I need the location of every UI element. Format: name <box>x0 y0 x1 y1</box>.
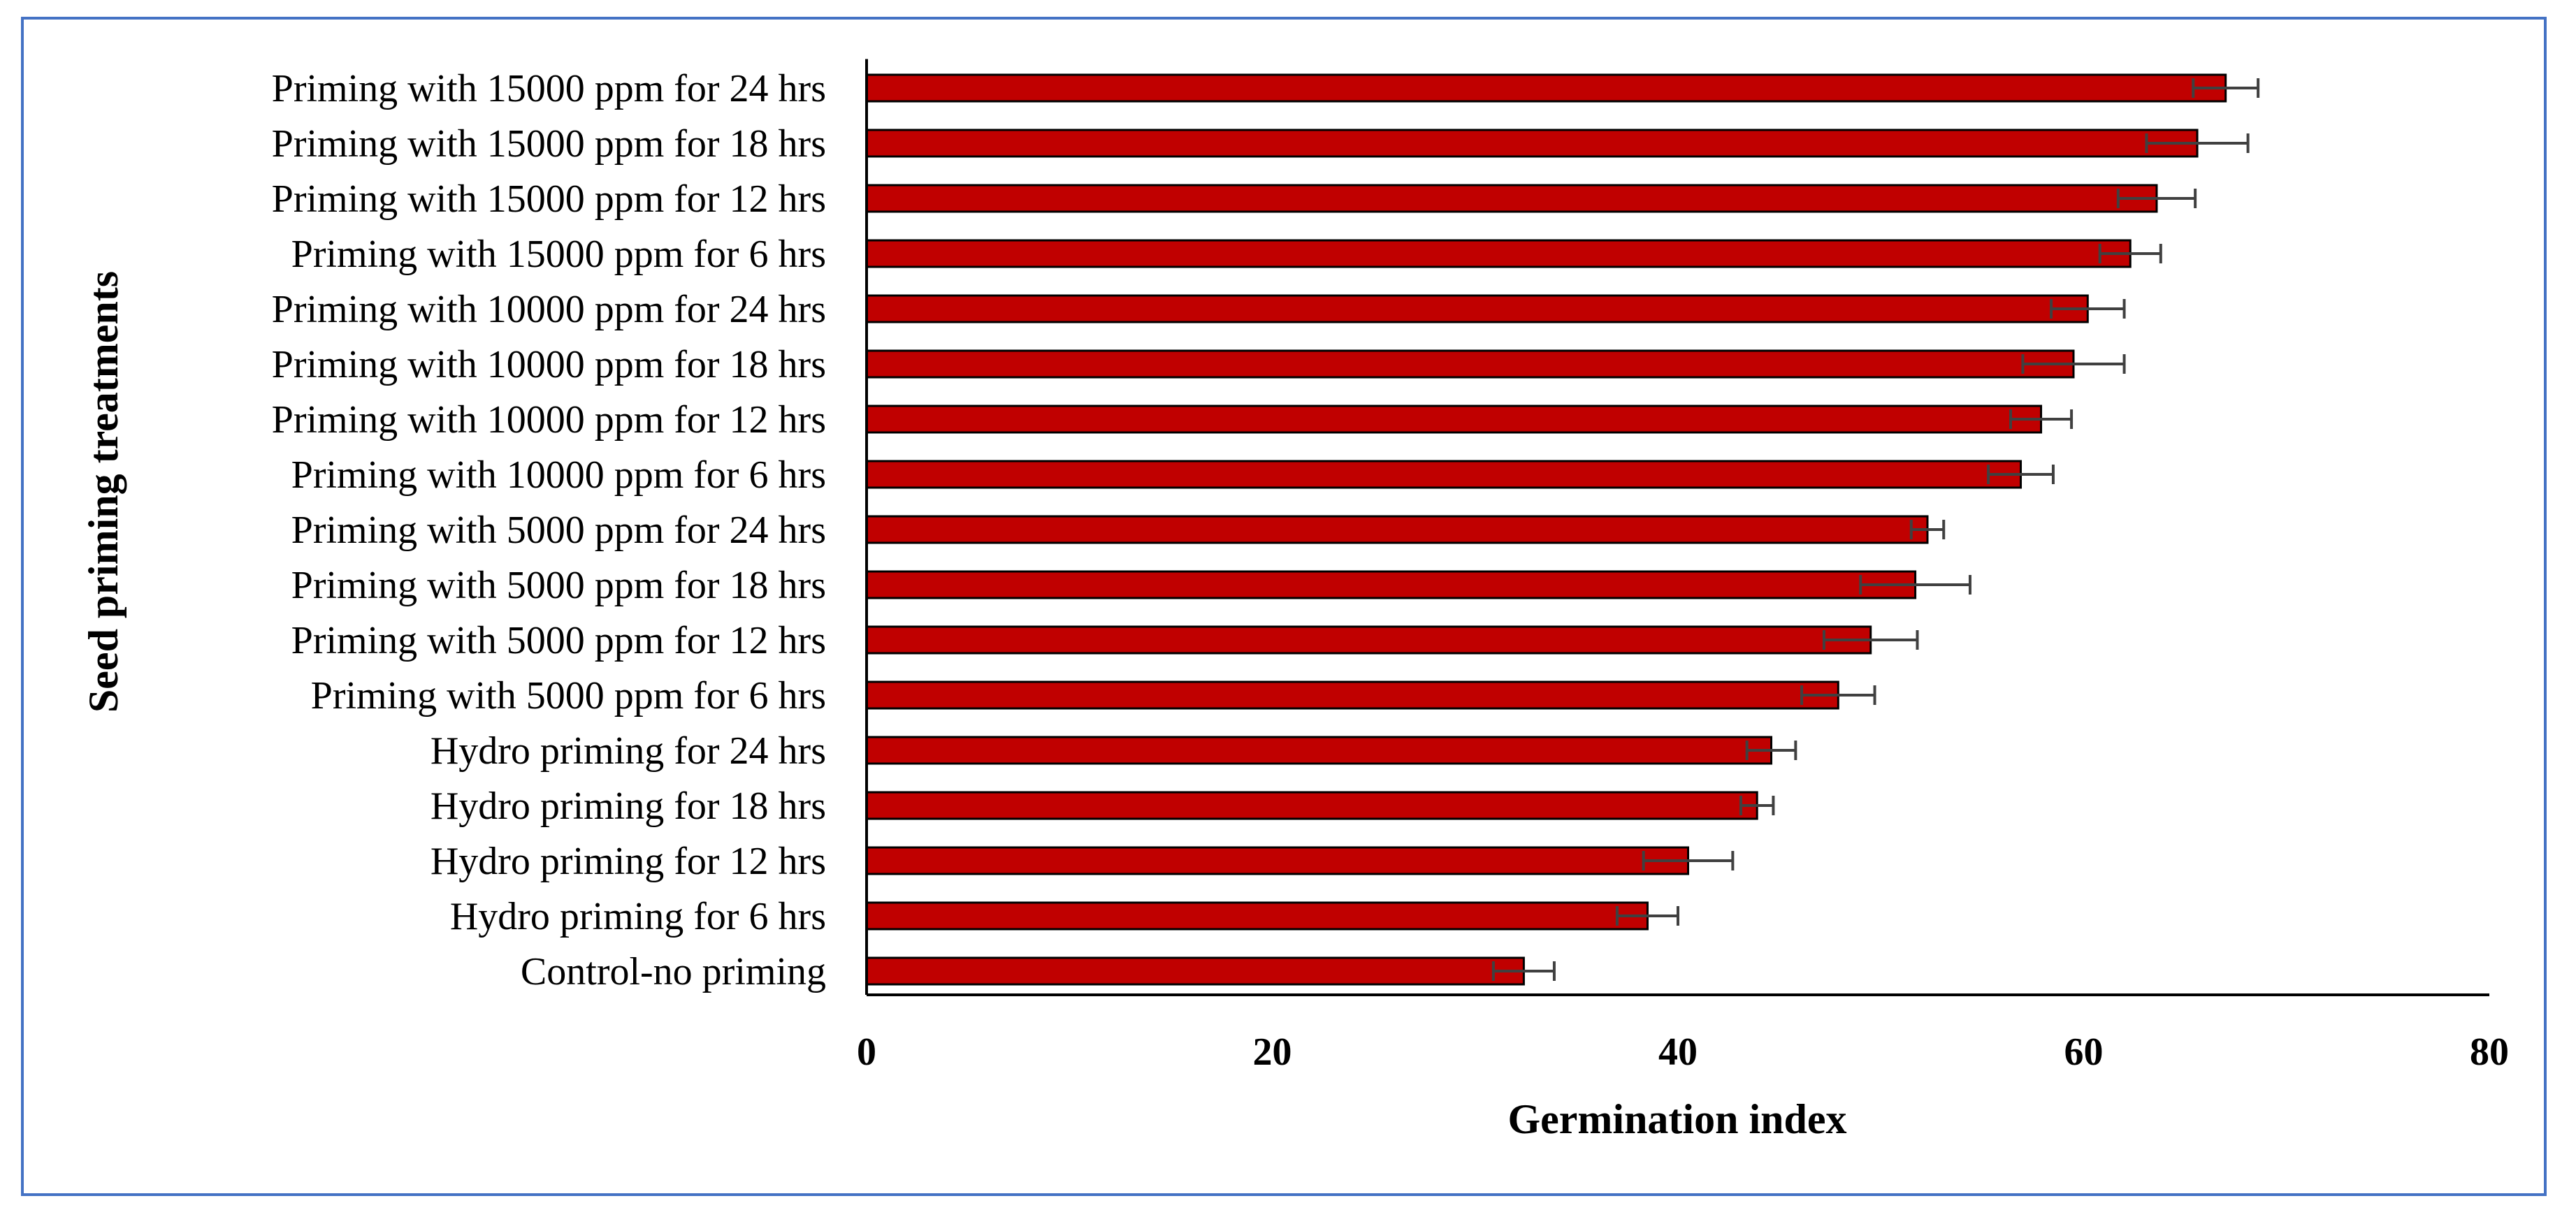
category-labels: Priming with 15000 ppm for 24 hrs Priming… <box>272 67 826 993</box>
bar <box>865 625 1872 655</box>
bar <box>865 956 1525 986</box>
category-label: Priming with 15000 ppm for 18 hrs <box>272 122 826 166</box>
bar <box>865 570 1917 599</box>
category-label: Priming with 10000 ppm for 18 hrs <box>272 343 826 386</box>
bar <box>865 239 2132 268</box>
bars-layer <box>865 73 2227 986</box>
bar <box>865 901 1649 931</box>
bar <box>865 460 2023 489</box>
category-label: Priming with 10000 ppm for 24 hrs <box>272 288 826 331</box>
x-tick-label: 0 <box>857 1030 876 1074</box>
category-label: Priming with 5000 ppm for 6 hrs <box>311 674 826 717</box>
x-axis-title: Germination index <box>1507 1096 1846 1142</box>
chart-frame <box>21 17 2547 1196</box>
error-bar <box>1822 630 1919 650</box>
error-bar <box>2009 409 2074 429</box>
y-axis-title: Seed priming treatments <box>80 271 126 713</box>
category-label: Hydro priming for 6 hrs <box>450 895 826 938</box>
category-label: Priming with 15000 ppm for 6 hrs <box>291 233 826 276</box>
category-label: Priming with 10000 ppm for 6 hrs <box>291 453 826 497</box>
bar <box>865 680 1839 710</box>
error-bar <box>1800 685 1876 705</box>
x-tick-label: 40 <box>1658 1030 1698 1074</box>
category-label: Hydro priming for 12 hrs <box>430 840 826 883</box>
bar <box>865 129 2199 158</box>
category-label: Control-no priming <box>521 950 826 993</box>
x-tick-label: 80 <box>2470 1030 2509 1074</box>
x-tick-label: 20 <box>1253 1030 1292 1074</box>
category-label: Hydro priming for 18 hrs <box>430 785 826 828</box>
bar <box>865 736 1773 765</box>
bar <box>865 405 2043 434</box>
x-tick-labels: 0 20 40 60 80 <box>857 1030 2509 1074</box>
bar <box>865 846 1690 875</box>
bar <box>865 294 2089 323</box>
error-bar <box>1739 796 1775 815</box>
error-bar <box>1642 851 1735 870</box>
category-label: Priming with 5000 ppm for 12 hrs <box>291 619 826 662</box>
error-bar <box>2021 354 2126 374</box>
error-bar <box>1987 465 2055 484</box>
error-bars-layer <box>1491 78 2260 981</box>
error-bar <box>1491 961 1556 981</box>
error-bar <box>2050 299 2126 319</box>
category-label: Priming with 5000 ppm for 24 hrs <box>291 509 826 552</box>
bar <box>865 791 1758 820</box>
error-bar <box>2098 244 2162 263</box>
category-label: Priming with 15000 ppm for 12 hrs <box>272 177 826 221</box>
x-tick-label: 60 <box>2064 1030 2104 1074</box>
category-label: Priming with 10000 ppm for 12 hrs <box>272 398 826 442</box>
error-bar <box>2145 133 2250 153</box>
bar <box>865 515 1929 544</box>
bar <box>865 184 2158 213</box>
bar <box>865 349 2075 379</box>
error-bar <box>2192 78 2260 98</box>
category-label: Priming with 5000 ppm for 18 hrs <box>291 564 826 607</box>
error-bar <box>1745 741 1797 760</box>
bar <box>865 73 2227 103</box>
category-label: Priming with 15000 ppm for 24 hrs <box>272 67 826 110</box>
category-label: Hydro priming for 24 hrs <box>430 729 826 773</box>
error-bar <box>2116 189 2197 208</box>
error-bar <box>1615 906 1679 926</box>
error-bar <box>1909 520 1946 539</box>
error-bar <box>1859 575 1971 595</box>
